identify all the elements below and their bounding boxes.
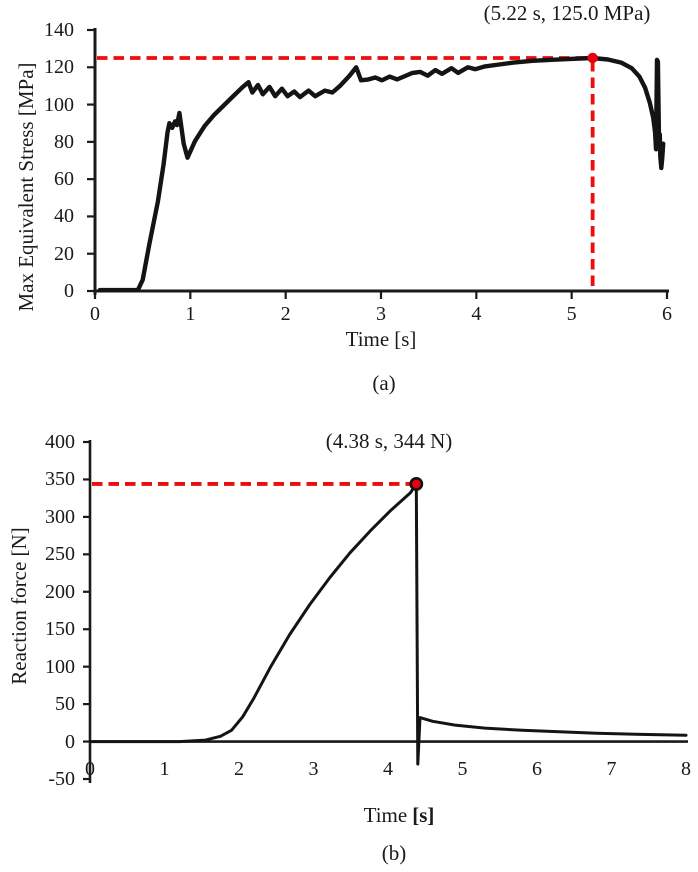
chart-b-x-tick-label: 2 <box>234 758 244 780</box>
chart-a-y-tick-label: 40 <box>54 205 74 228</box>
chart-b-y-tick-label: 100 <box>45 655 75 678</box>
chart-b-x-tick-label: 1 <box>159 758 170 780</box>
chart-a-x-tick-label: 3 <box>376 303 386 325</box>
chart-a-y-tick-label: 0 <box>64 280 74 302</box>
chart-b-y-tick-label: 300 <box>45 505 75 528</box>
chart-b-x-tick-label: 7 <box>606 758 617 780</box>
chart-b-y-tick-label: 400 <box>45 431 75 453</box>
chart-a-x-axis-title-text: Time <box>345 327 390 351</box>
chart-a-y-tick-label: 20 <box>54 242 74 265</box>
chart-a-y-tick-label: 100 <box>44 93 74 116</box>
chart-b-y-tick-label: 200 <box>45 580 75 603</box>
chart-b-curve-reaction-force <box>88 482 688 766</box>
chart-a-x-axis-title: Time [s] <box>281 327 481 352</box>
chart-b-caption: (b) <box>381 841 407 865</box>
chart-a-x-tick-label: 5 <box>566 303 577 325</box>
chart-a-y-tick-label: 60 <box>54 168 74 191</box>
chart-b-y-tick-label: 350 <box>45 468 75 491</box>
chart-b-y-tick-label: 50 <box>55 693 75 716</box>
chart-b-x-axis-title: Time [s] <box>299 803 499 828</box>
chart-a-x-tick-label: 0 <box>90 303 100 325</box>
chart-b-y-tick-label: -50 <box>48 768 75 790</box>
chart-a-curve-max-equivalent-stress <box>97 55 666 293</box>
chart-a-y-tick-label: 80 <box>54 130 74 153</box>
chart-b-x-tick-label: 5 <box>457 758 468 780</box>
chart-a-x-tick-label: 2 <box>280 303 291 325</box>
chart-a-peak-annotation: (5.22 s, 125.0 MPa) <box>483 1 651 25</box>
chart-b-y-tick-label: 150 <box>45 618 75 641</box>
chart-b-y-tick-label: 250 <box>45 543 75 566</box>
chart-a-x-tick-label: 4 <box>471 303 482 325</box>
chart-b-x-tick-label: 4 <box>383 758 393 780</box>
chart-b-x-tick-label: 3 <box>308 758 319 780</box>
chart-a-x-tick-label: 1 <box>185 303 196 325</box>
chart-b-x-axis-title-text: Time <box>363 803 408 827</box>
chart-b-y-tick-label: 0 <box>65 730 75 753</box>
chart-a-x-tick-label: 6 <box>662 303 672 325</box>
chart-b-x-tick-label: 8 <box>681 758 691 780</box>
chart-b-x-axis-unit: [s] <box>412 803 435 827</box>
chart-a-y-tick-label: 120 <box>44 56 74 79</box>
chart-b-x-tick-label: 6 <box>532 758 542 780</box>
chart-b-peak-annotation: (4.38 s, 344 N) <box>325 429 453 453</box>
chart-a-caption: (a) <box>372 371 396 395</box>
chart-a-y-tick-label: 140 <box>44 19 74 41</box>
chart-b-x-tick-label: 0 <box>85 758 95 780</box>
chart-a-x-axis-unit: [s] <box>394 327 417 351</box>
chart-b-peak-marker <box>409 477 424 491</box>
chart-a-peak-marker <box>587 52 598 64</box>
